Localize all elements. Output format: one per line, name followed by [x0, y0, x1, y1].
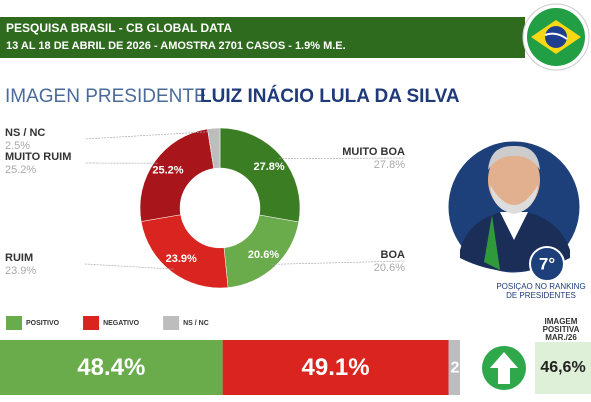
slice-label: 25.2% [152, 165, 183, 177]
pie-slice [207, 127, 221, 169]
bar-label: 49.1% [302, 354, 370, 381]
previous-value: 46,6% [540, 359, 585, 376]
category-value: 23.9% [5, 265, 36, 277]
flag [522, 3, 590, 71]
legend-swatch [163, 316, 180, 330]
legend-label: NEGATIVO [103, 320, 140, 327]
header-title: PESQUISA BRASIL - CB GLOBAL DATA [6, 21, 232, 35]
previous-box [535, 342, 591, 394]
bar-label: 2.5% [451, 360, 487, 377]
rank-value: 7° [539, 254, 555, 273]
category-label: RUIM [5, 252, 33, 264]
bar-segment [222, 340, 449, 395]
bar-segment [0, 340, 223, 395]
category-value: 25.2% [5, 164, 36, 176]
category-label: MUITO BOA [342, 146, 405, 158]
category-value: 2.5% [5, 140, 30, 152]
legend-label: NS / NC [183, 320, 209, 327]
pie-slice [140, 214, 229, 289]
leader-line [278, 157, 406, 160]
stacked-bar: 48.4% 49.1% 2.5% [0, 340, 487, 395]
bar-label: 48.4% [77, 354, 145, 381]
leader-line [272, 260, 406, 265]
rank-caption: DE PRESIDENTES [506, 291, 576, 300]
category-label: NS / NC [5, 127, 45, 139]
bar-segment [448, 340, 460, 395]
slice-label: 20.6% [248, 249, 279, 261]
previous-label: IMAGEM [545, 317, 578, 326]
previous-label: POSITIVA [543, 325, 580, 334]
rank-badge [529, 246, 565, 282]
leader-line [84, 131, 214, 140]
category-label: MUITO RUIM [5, 151, 71, 163]
legend-label: POSITIVO [26, 320, 60, 327]
leader-line [84, 263, 174, 270]
heading-label: IMAGEN PRESIDENTE [5, 86, 207, 107]
heading-name: LUIZ INÁCIO LULA DA SILVA [200, 85, 460, 107]
category-value: 20.6% [374, 262, 405, 274]
header-subtitle: 13 AL 18 DE ABRIL DE 2026 - AMOSTRA 2701… [6, 40, 346, 52]
slice-label: 23.9% [166, 253, 197, 265]
legend-swatch [83, 316, 100, 330]
portrait [445, 138, 583, 276]
legend-swatch [6, 316, 22, 330]
up-arrow [490, 352, 518, 384]
category-value: 27.8% [374, 159, 405, 171]
pie-slice [219, 127, 301, 223]
rank-caption: POSIÇAO NO RANKING [496, 282, 585, 291]
category-label: BOA [381, 249, 406, 261]
previous-label: MAR./26 [545, 333, 577, 342]
header-bar [0, 17, 525, 58]
slice-label: 27.8% [253, 161, 284, 173]
